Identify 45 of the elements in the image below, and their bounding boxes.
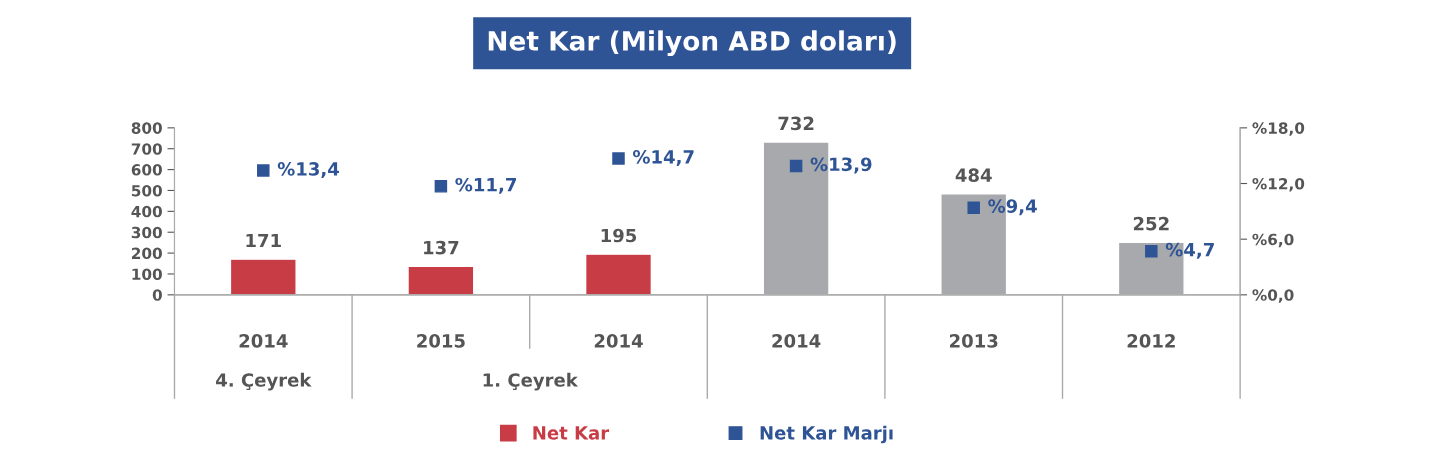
point [789, 159, 803, 173]
data-label: 171 [246, 233, 281, 248]
y2-tick-label: %18,0 [1252, 122, 1305, 136]
data-label: 195 [601, 228, 637, 243]
y-tick-label: 500 [131, 184, 162, 197]
data-label: 137 [424, 240, 459, 255]
y-tick-label: 800 [131, 122, 162, 134]
y-tick-label: 600 [131, 164, 162, 176]
y-tick-label: 700 [131, 143, 162, 155]
bar [229, 258, 297, 295]
y-tick-label: 200 [131, 247, 162, 260]
point [967, 201, 980, 214]
data-label: %13,4 [277, 162, 339, 179]
chart-title: Net Kar (Milyon ABD doları) [488, 30, 896, 57]
x-tick-label: 2012 [1127, 334, 1175, 348]
y2-tick-label: %12,0 [1252, 177, 1305, 192]
point [612, 152, 625, 165]
x-tick-label: 2015 [417, 334, 465, 348]
data-label: 252 [1133, 216, 1169, 231]
data-label: %13,9 [810, 157, 872, 174]
data-label: %9,4 [988, 199, 1037, 216]
text: 1. Çeyrek [483, 372, 579, 391]
data-label: 732 [778, 116, 814, 131]
y-tick-label: 0 [152, 289, 162, 301]
point [257, 164, 270, 177]
data-label: %4,7 [1165, 242, 1214, 259]
text: 4. Çeyrek [216, 372, 312, 391]
data-label: %14,7 [632, 150, 694, 167]
legend-label: Net Kar Marjı [760, 425, 893, 444]
y-tick-label: 100 [132, 268, 162, 280]
point [1145, 244, 1158, 258]
x-tick-label: 2013 [950, 334, 998, 348]
y-tick-label: 300 [131, 226, 162, 239]
legend-label: Net Kar [533, 426, 610, 440]
data-label: %11,7 [455, 177, 516, 194]
y2-tick-label: %0,0 [1252, 289, 1294, 303]
bar [407, 265, 475, 295]
x-tick-label: 2014 [772, 334, 821, 348]
y-tick-label: 400 [131, 205, 162, 218]
y2-tick-label: %6,0 [1252, 233, 1294, 248]
bar [584, 253, 653, 295]
data-label: 484 [955, 168, 992, 182]
x-tick-label: 2014 [239, 334, 288, 348]
x-tick-label: 2014 [594, 334, 643, 348]
point [434, 180, 448, 193]
